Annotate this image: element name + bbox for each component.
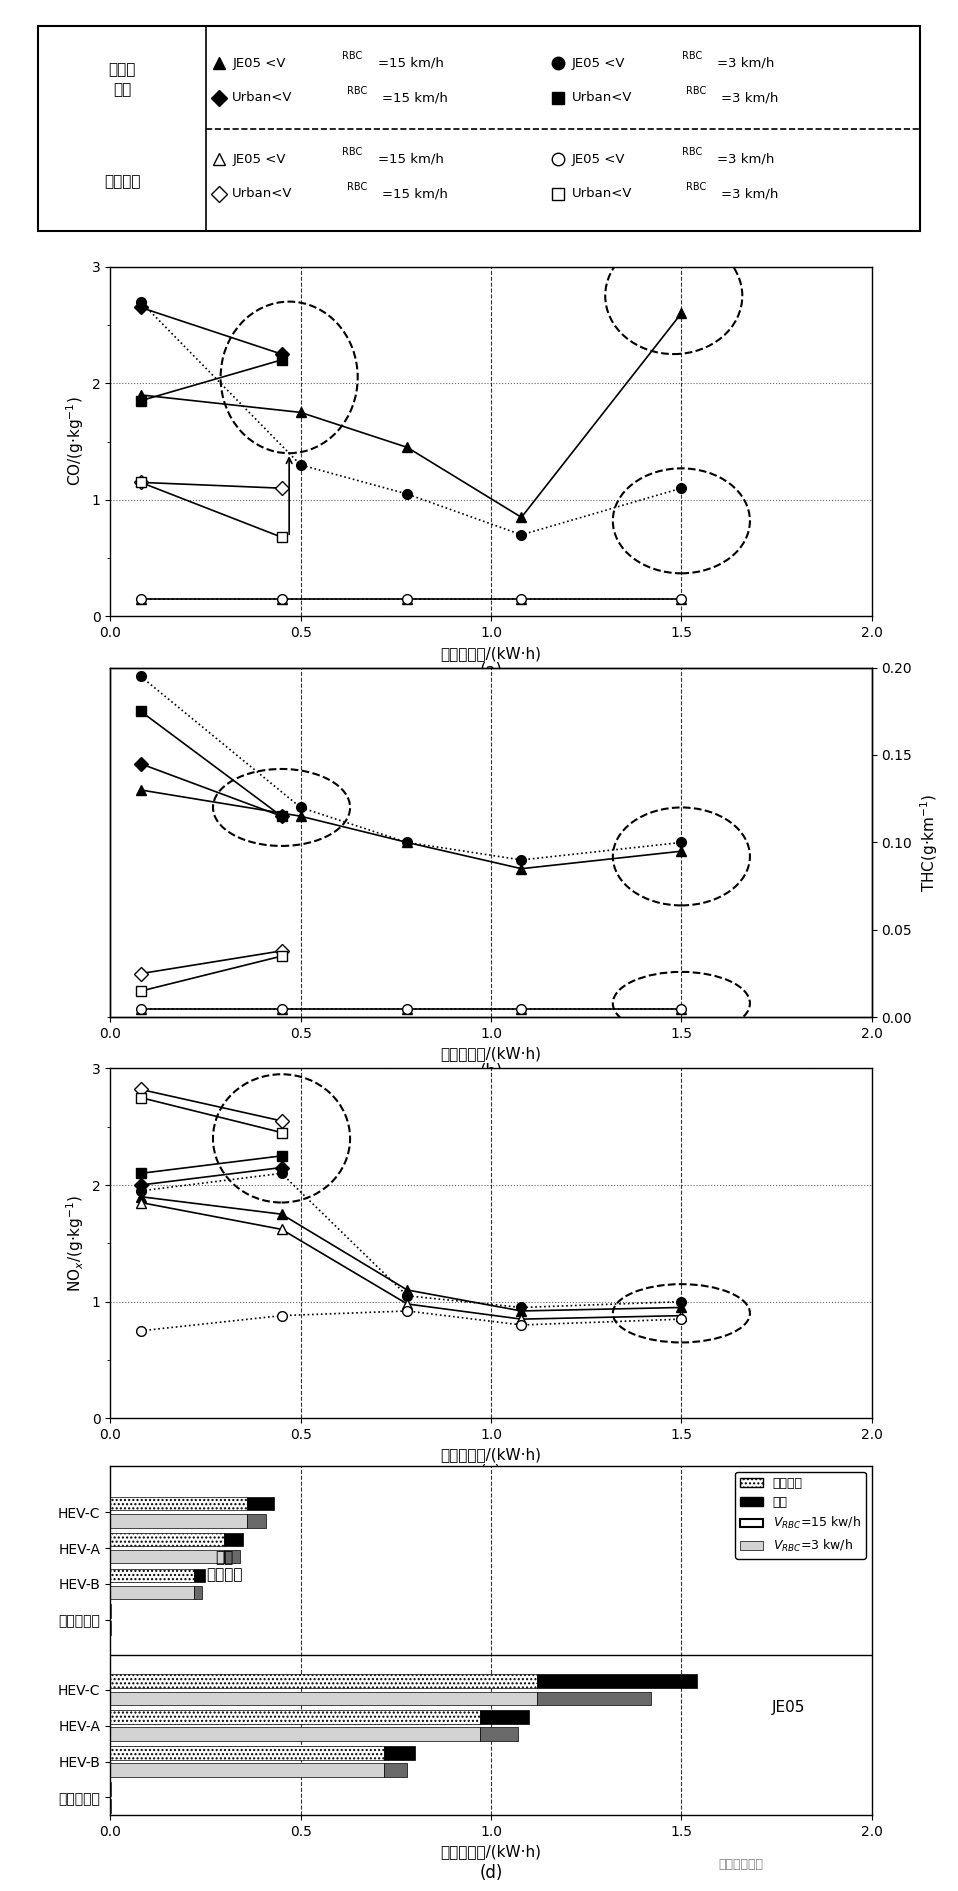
Text: (c): (c)	[480, 1464, 502, 1483]
Text: JE05 <V: JE05 <V	[572, 57, 625, 70]
Bar	[194, 1587, 201, 1600]
Bar	[224, 1551, 240, 1564]
Bar	[536, 1692, 650, 1706]
Bar	[110, 1726, 480, 1742]
Bar	[110, 1674, 536, 1689]
Text: JE05 <V: JE05 <V	[572, 153, 625, 166]
Text: =3 km/h: =3 km/h	[721, 91, 779, 104]
X-axis label: 总再生电能/(kW·h): 总再生电能/(kW·h)	[441, 1844, 541, 1859]
Text: =15 km/h: =15 km/h	[377, 153, 444, 166]
Bar	[110, 1692, 536, 1706]
Bar	[247, 1498, 274, 1511]
Y-axis label: NO$_x$/(g·kg$^{-1}$): NO$_x$/(g·kg$^{-1}$)	[64, 1195, 86, 1292]
Bar	[384, 1745, 415, 1761]
Y-axis label: CO/(g·kg$^{-1}$): CO/(g·kg$^{-1}$)	[64, 397, 86, 486]
Bar	[224, 1534, 243, 1547]
Text: =15 km/h: =15 km/h	[382, 91, 448, 104]
Text: RBC: RBC	[342, 51, 363, 61]
Text: RBC: RBC	[682, 147, 702, 157]
Text: RBC: RBC	[686, 182, 706, 191]
Text: (d): (d)	[479, 1865, 503, 1882]
Bar	[110, 1568, 194, 1583]
Text: RBC: RBC	[347, 85, 367, 96]
Text: JE05: JE05	[771, 1700, 805, 1715]
Text: Urban<V: Urban<V	[232, 187, 293, 200]
Text: 汽车与新动力: 汽车与新动力	[718, 1859, 764, 1872]
Text: =3 km/h: =3 km/h	[717, 153, 774, 166]
X-axis label: 总再生电能/(kW·h): 总再生电能/(kW·h)	[441, 645, 541, 660]
Text: 发动机
外部: 发动机 外部	[108, 62, 136, 96]
X-axis label: 总再生电能/(kW·h): 总再生电能/(kW·h)	[441, 1046, 541, 1061]
Text: JE05 <V: JE05 <V	[232, 57, 285, 70]
Bar	[110, 1587, 194, 1600]
Text: JE05 <V: JE05 <V	[232, 153, 285, 166]
Bar	[110, 1762, 384, 1778]
Text: RBC: RBC	[347, 182, 367, 191]
Bar	[110, 1709, 480, 1725]
Text: RBC: RBC	[682, 51, 702, 61]
Text: =3 km/h: =3 km/h	[721, 187, 779, 200]
Text: =15 km/h: =15 km/h	[377, 57, 444, 70]
Bar	[480, 1726, 517, 1742]
Bar	[110, 1551, 224, 1564]
Bar	[110, 1498, 247, 1511]
Text: =15 km/h: =15 km/h	[382, 187, 448, 200]
Text: Urban<V: Urban<V	[232, 91, 293, 104]
Text: RBC: RBC	[686, 85, 706, 96]
X-axis label: 总再生电能/(kW·h): 总再生电能/(kW·h)	[441, 1447, 541, 1462]
Text: =3 km/h: =3 km/h	[717, 57, 774, 70]
Text: (a): (a)	[479, 662, 503, 681]
Text: RBC: RBC	[342, 147, 363, 157]
Text: 市区
道路工况: 市区 道路工况	[206, 1551, 242, 1583]
Bar	[110, 1745, 384, 1761]
Text: (b): (b)	[479, 1063, 503, 1082]
Bar	[384, 1762, 407, 1778]
Bar	[110, 1515, 247, 1528]
Bar	[536, 1674, 696, 1689]
Text: Urban<V: Urban<V	[572, 187, 632, 200]
Legend: 电能再生, 发电, $V_{RBC}$=15 kw/h, $V_{RBC}$=3 kw/h: 电能再生, 发电, $V_{RBC}$=15 kw/h, $V_{RBC}$=3…	[735, 1471, 865, 1558]
Bar	[110, 1534, 224, 1547]
Text: 排气尾管: 排气尾管	[103, 174, 140, 189]
Text: Urban<V: Urban<V	[572, 91, 632, 104]
Bar	[247, 1515, 266, 1528]
Bar	[194, 1568, 205, 1583]
Y-axis label: THC(g·km$^{-1}$): THC(g·km$^{-1}$)	[918, 792, 940, 893]
Bar	[480, 1709, 529, 1725]
